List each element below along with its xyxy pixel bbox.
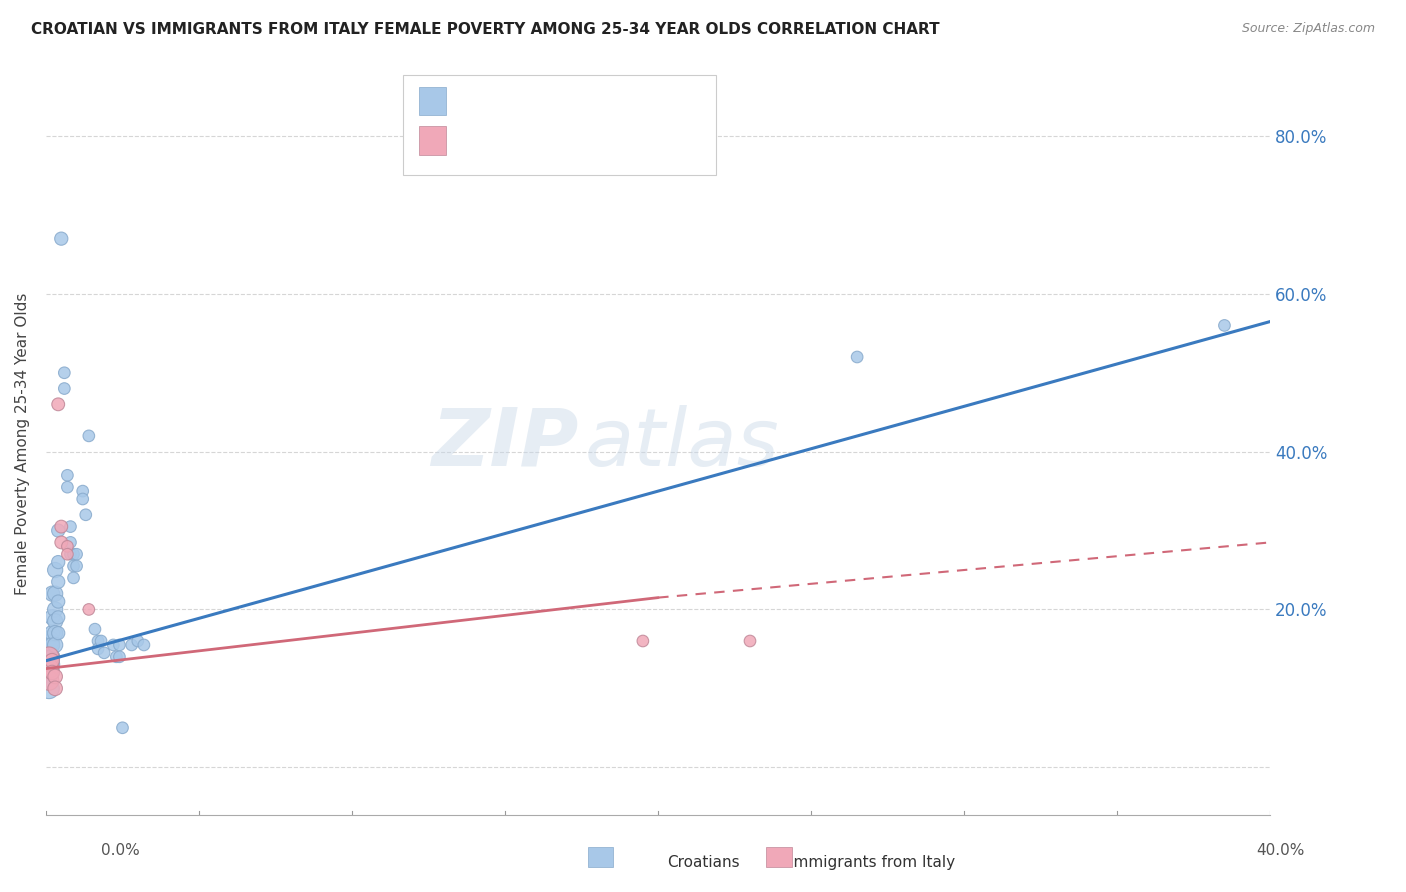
Point — [44, 626, 66, 640]
Point — [51, 232, 73, 246]
Text: atlas: atlas — [585, 405, 779, 483]
Point — [59, 547, 82, 561]
Text: ZIP: ZIP — [432, 405, 579, 483]
Point — [93, 646, 115, 660]
Point — [53, 366, 76, 380]
Point — [72, 491, 94, 506]
Point — [44, 614, 66, 628]
Point — [44, 602, 66, 616]
FancyBboxPatch shape — [404, 75, 716, 176]
Point — [72, 484, 94, 499]
Point — [62, 559, 84, 574]
Text: 0.0%: 0.0% — [101, 843, 141, 858]
Point — [46, 626, 69, 640]
Point — [41, 654, 63, 668]
Point — [105, 649, 128, 664]
Point — [38, 681, 60, 696]
Point — [56, 480, 79, 494]
Y-axis label: Female Poverty Among 25-34 Year Olds: Female Poverty Among 25-34 Year Olds — [15, 293, 30, 595]
Point — [84, 622, 107, 636]
Point — [738, 634, 761, 648]
Point — [59, 535, 82, 549]
Point — [46, 610, 69, 624]
Text: Source: ZipAtlas.com: Source: ZipAtlas.com — [1241, 22, 1375, 36]
Point — [44, 669, 66, 683]
Point — [44, 681, 66, 696]
Point — [56, 468, 79, 483]
Point — [41, 665, 63, 680]
Point — [44, 563, 66, 577]
Point — [38, 649, 60, 664]
Point — [51, 535, 73, 549]
Point — [132, 638, 155, 652]
Point — [56, 547, 79, 561]
Point — [41, 649, 63, 664]
Point — [62, 571, 84, 585]
Point — [46, 574, 69, 589]
Point — [111, 721, 134, 735]
Point — [127, 634, 149, 648]
Text: R =  0.191: R = 0.191 — [456, 133, 553, 148]
FancyBboxPatch shape — [419, 87, 446, 115]
Text: R = 0.439: R = 0.439 — [456, 94, 543, 109]
Point — [38, 673, 60, 688]
Text: 40.0%: 40.0% — [1257, 843, 1305, 858]
FancyBboxPatch shape — [419, 127, 446, 154]
Point — [65, 559, 87, 574]
Point — [103, 638, 125, 652]
Point — [631, 634, 654, 648]
Point — [41, 638, 63, 652]
Point — [46, 397, 69, 411]
Point — [41, 626, 63, 640]
Point — [41, 587, 63, 601]
Point — [38, 638, 60, 652]
Point — [75, 508, 97, 522]
Point — [53, 382, 76, 396]
Point — [44, 587, 66, 601]
Point — [121, 638, 143, 652]
Point — [108, 649, 131, 664]
Point — [44, 638, 66, 652]
Point — [87, 641, 110, 656]
Point — [38, 654, 60, 668]
Text: Croatians: Croatians — [666, 855, 740, 870]
Point — [56, 539, 79, 553]
Point — [46, 524, 69, 538]
Point — [62, 547, 84, 561]
Point — [38, 665, 60, 680]
Point — [846, 350, 869, 364]
Point — [108, 638, 131, 652]
Point — [46, 555, 69, 569]
Point — [77, 429, 100, 443]
Point — [65, 547, 87, 561]
Point — [38, 662, 60, 676]
Text: N = 55: N = 55 — [609, 94, 669, 109]
Point — [87, 634, 110, 648]
Text: CROATIAN VS IMMIGRANTS FROM ITALY FEMALE POVERTY AMONG 25-34 YEAR OLDS CORRELATI: CROATIAN VS IMMIGRANTS FROM ITALY FEMALE… — [31, 22, 939, 37]
Point — [77, 602, 100, 616]
Point — [41, 610, 63, 624]
Point — [59, 519, 82, 533]
Point — [38, 649, 60, 664]
Point — [51, 519, 73, 533]
Text: N = 15: N = 15 — [609, 133, 669, 148]
Point — [38, 634, 60, 648]
Point — [46, 594, 69, 608]
Point — [1213, 318, 1236, 333]
Point — [41, 657, 63, 672]
Point — [90, 634, 112, 648]
Text: Immigrants from Italy: Immigrants from Italy — [789, 855, 955, 870]
